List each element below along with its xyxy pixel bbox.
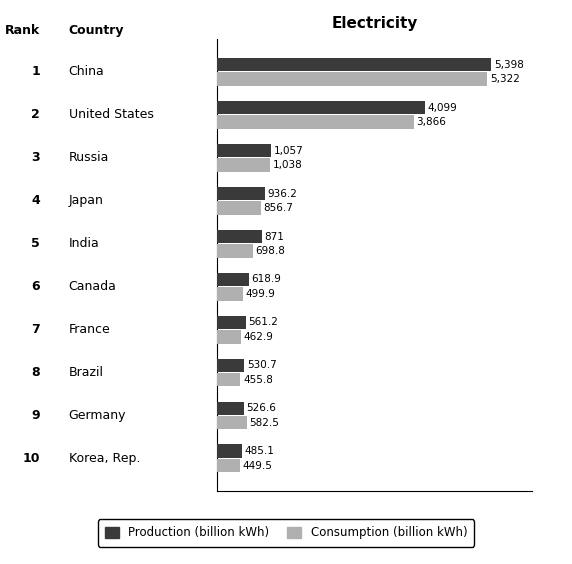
Text: Korea, Rep.: Korea, Rep. [69, 452, 140, 465]
Text: Germany: Germany [69, 409, 126, 422]
Text: 455.8: 455.8 [243, 374, 273, 385]
Bar [217, 416, 247, 429]
Text: 5,398: 5,398 [494, 60, 523, 69]
Text: Rank: Rank [5, 24, 40, 37]
Text: 462.9: 462.9 [243, 332, 273, 342]
Bar [217, 158, 270, 171]
Text: 9: 9 [31, 409, 40, 422]
Text: India: India [69, 237, 100, 250]
Text: 856.7: 856.7 [263, 202, 293, 213]
Bar [217, 115, 414, 129]
Bar [217, 287, 243, 301]
Text: 1: 1 [31, 65, 40, 78]
Text: 6: 6 [31, 280, 40, 293]
Text: 8: 8 [31, 366, 40, 379]
Legend: Production (billion kWh), Consumption (billion kWh): Production (billion kWh), Consumption (b… [98, 519, 474, 547]
Text: 449.5: 449.5 [243, 461, 273, 470]
Text: Japan: Japan [69, 194, 104, 207]
Text: 936.2: 936.2 [267, 188, 297, 199]
Text: 618.9: 618.9 [251, 275, 281, 284]
Text: Russia: Russia [69, 151, 109, 164]
Bar [217, 330, 241, 343]
Text: 5,322: 5,322 [490, 74, 520, 84]
Bar [217, 444, 242, 458]
Text: 485.1: 485.1 [244, 446, 275, 456]
Text: 1,038: 1,038 [272, 160, 302, 170]
Text: 530.7: 530.7 [247, 360, 276, 371]
Text: Canada: Canada [69, 280, 117, 293]
Bar [217, 459, 240, 473]
Text: 2: 2 [31, 108, 40, 121]
Bar [217, 58, 491, 72]
Bar [217, 359, 244, 372]
Text: 4,099: 4,099 [428, 103, 458, 113]
Text: 5: 5 [31, 237, 40, 250]
Bar [217, 201, 261, 214]
Text: 7: 7 [31, 323, 40, 336]
Text: 526.6: 526.6 [247, 403, 276, 413]
Text: 10: 10 [22, 452, 40, 465]
Bar [217, 316, 246, 329]
Text: France: France [69, 323, 110, 336]
Text: 582.5: 582.5 [249, 417, 279, 428]
Text: Country: Country [69, 24, 124, 37]
Bar [217, 144, 271, 157]
Bar [217, 101, 426, 114]
Text: 499.9: 499.9 [245, 289, 275, 299]
Text: 3,866: 3,866 [416, 117, 446, 127]
Bar [217, 72, 487, 86]
Text: 698.8: 698.8 [255, 246, 285, 255]
Text: 561.2: 561.2 [248, 318, 278, 328]
Text: United States: United States [69, 108, 153, 121]
Text: 871: 871 [264, 231, 284, 241]
Text: China: China [69, 65, 104, 78]
Bar [217, 244, 253, 258]
Bar [217, 402, 244, 415]
Text: 4: 4 [31, 194, 40, 207]
Bar [217, 373, 240, 386]
Text: Brazil: Brazil [69, 366, 104, 379]
Bar [217, 272, 249, 287]
Bar [217, 187, 265, 200]
Text: 3: 3 [31, 151, 40, 164]
Title: Electricity: Electricity [331, 16, 418, 32]
Bar [217, 230, 261, 244]
Text: 1,057: 1,057 [273, 146, 303, 156]
